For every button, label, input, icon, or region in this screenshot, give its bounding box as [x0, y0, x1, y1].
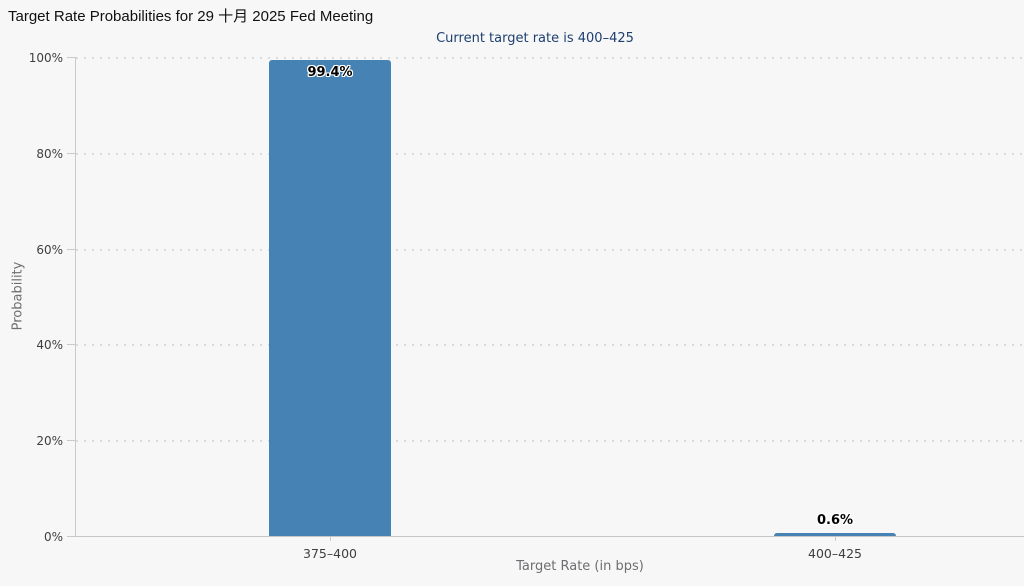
- y-gridline: [76, 57, 1024, 59]
- bar-value-label: 0.6%: [816, 513, 854, 528]
- x-axis-title: Target Rate (in bps): [516, 559, 644, 574]
- y-tick-label: 20%: [36, 434, 63, 449]
- bar-400-425[interactable]: [774, 533, 896, 536]
- x-axis-line: [75, 536, 1024, 537]
- y-gridline: [76, 152, 1024, 155]
- x-tick-mark: [330, 536, 331, 541]
- y-tick-mark: [67, 344, 75, 346]
- y-tick-label: 60%: [36, 242, 63, 257]
- x-tick-mark: [835, 536, 836, 541]
- y-axis-line: [75, 57, 76, 536]
- chart-title: Target Rate Probabilities for 29 十月 2025…: [8, 8, 374, 25]
- y-tick-mark: [67, 152, 75, 154]
- bar-value-label: 99.4%: [307, 64, 353, 80]
- y-gridline: [76, 344, 1024, 347]
- y-tick-mark: [67, 248, 75, 250]
- chart-subtitle: Current target rate is 400–425: [436, 31, 634, 46]
- y-gridline: [76, 440, 1024, 443]
- y-tick-mark: [67, 536, 75, 537]
- y-tick-label: 80%: [36, 146, 63, 161]
- y-tick-mark: [67, 440, 75, 442]
- y-tick-label: 40%: [36, 338, 63, 353]
- x-tick-label: 400–425: [808, 546, 862, 561]
- y-gridline: [76, 248, 1024, 251]
- bar-375-400[interactable]: [269, 59, 391, 536]
- y-tick-label: 0%: [43, 530, 63, 544]
- y-tick-mark: [67, 57, 75, 58]
- x-tick-label: 375–400: [303, 546, 357, 561]
- y-tick-label: 100%: [28, 51, 63, 65]
